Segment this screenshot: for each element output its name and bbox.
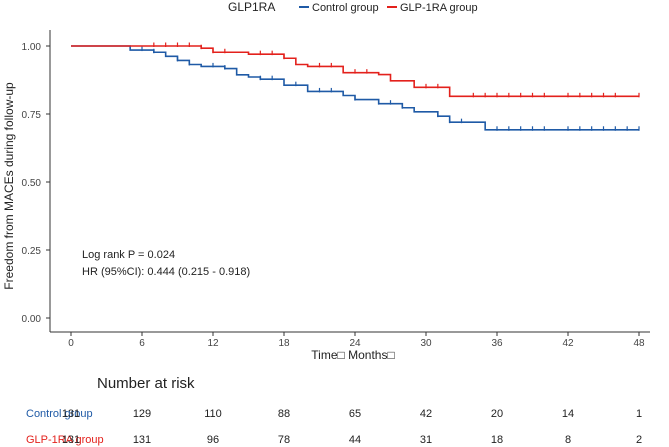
- x-tick-label: 12: [207, 338, 219, 349]
- risk-count-glp1ra: 131: [62, 434, 80, 446]
- risk-count-glp1ra: 31: [420, 434, 432, 446]
- y-tick-label: 0.50: [22, 178, 42, 189]
- x-tick-label: 24: [349, 338, 361, 349]
- risk-count-control: 1: [636, 408, 642, 420]
- y-tick-label: 0.75: [22, 110, 42, 121]
- x-tick-label: 6: [139, 338, 145, 349]
- series-layer: [71, 42, 640, 131]
- y-tick-label: 1.00: [22, 42, 42, 53]
- risk-count-glp1ra: 2: [636, 434, 642, 446]
- risk-row-label-glp1ra: GLP-1RA group: [26, 434, 104, 446]
- legend-label-control: Control group: [312, 2, 379, 14]
- x-axis-label: Time□ Months□: [311, 348, 394, 362]
- y-tick-label: 0.00: [22, 314, 42, 325]
- risk-table-title: Number at risk: [97, 375, 195, 392]
- km-curve-control: [71, 45, 639, 131]
- risk-count-glp1ra: 78: [278, 434, 290, 446]
- y-axis-label: Freedom from MACEs during follow-up: [2, 82, 16, 290]
- y-tick-label: 0.25: [22, 246, 42, 257]
- legend-title: GLP1RA: [228, 0, 275, 14]
- x-tick-label: 18: [278, 338, 290, 349]
- risk-count-control: 42: [420, 408, 432, 420]
- legend: GLP1RA Control group GLP-1RA group: [228, 0, 478, 14]
- risk-count-glp1ra: 18: [491, 434, 503, 446]
- risk-count-control: 131: [62, 408, 80, 420]
- risk-count-glp1ra: 96: [207, 434, 219, 446]
- risk-row-label-control: Control group: [26, 408, 93, 420]
- risk-count-control: 129: [133, 408, 151, 420]
- y-ticks: 0.00 0.25 0.50 0.75 1.00: [22, 42, 50, 325]
- x-tick-label: 36: [491, 338, 503, 349]
- risk-count-glp1ra: 131: [133, 434, 151, 446]
- risk-count-glp1ra: 8: [565, 434, 571, 446]
- risk-count-control: 20: [491, 408, 503, 420]
- x-tick-label: 42: [562, 338, 574, 349]
- x-tick-label: 0: [68, 338, 74, 349]
- x-tick-label: 48: [633, 338, 645, 349]
- risk-count-control: 14: [562, 408, 574, 420]
- hr-annotation: HR (95%CI): 0.444 (0.215 - 0.918): [82, 266, 250, 278]
- x-tick-label: 30: [420, 338, 432, 349]
- risk-count-control: 88: [278, 408, 290, 420]
- logrank-annotation: Log rank P = 0.024: [82, 249, 175, 261]
- risk-count-control: 65: [349, 408, 361, 420]
- risk-count-control: 110: [204, 408, 222, 420]
- risk-count-glp1ra: 44: [349, 434, 361, 446]
- legend-label-glp1ra: GLP-1RA group: [400, 2, 478, 14]
- x-ticks: 0 6 12 18 24 30 36 42 48: [68, 332, 645, 349]
